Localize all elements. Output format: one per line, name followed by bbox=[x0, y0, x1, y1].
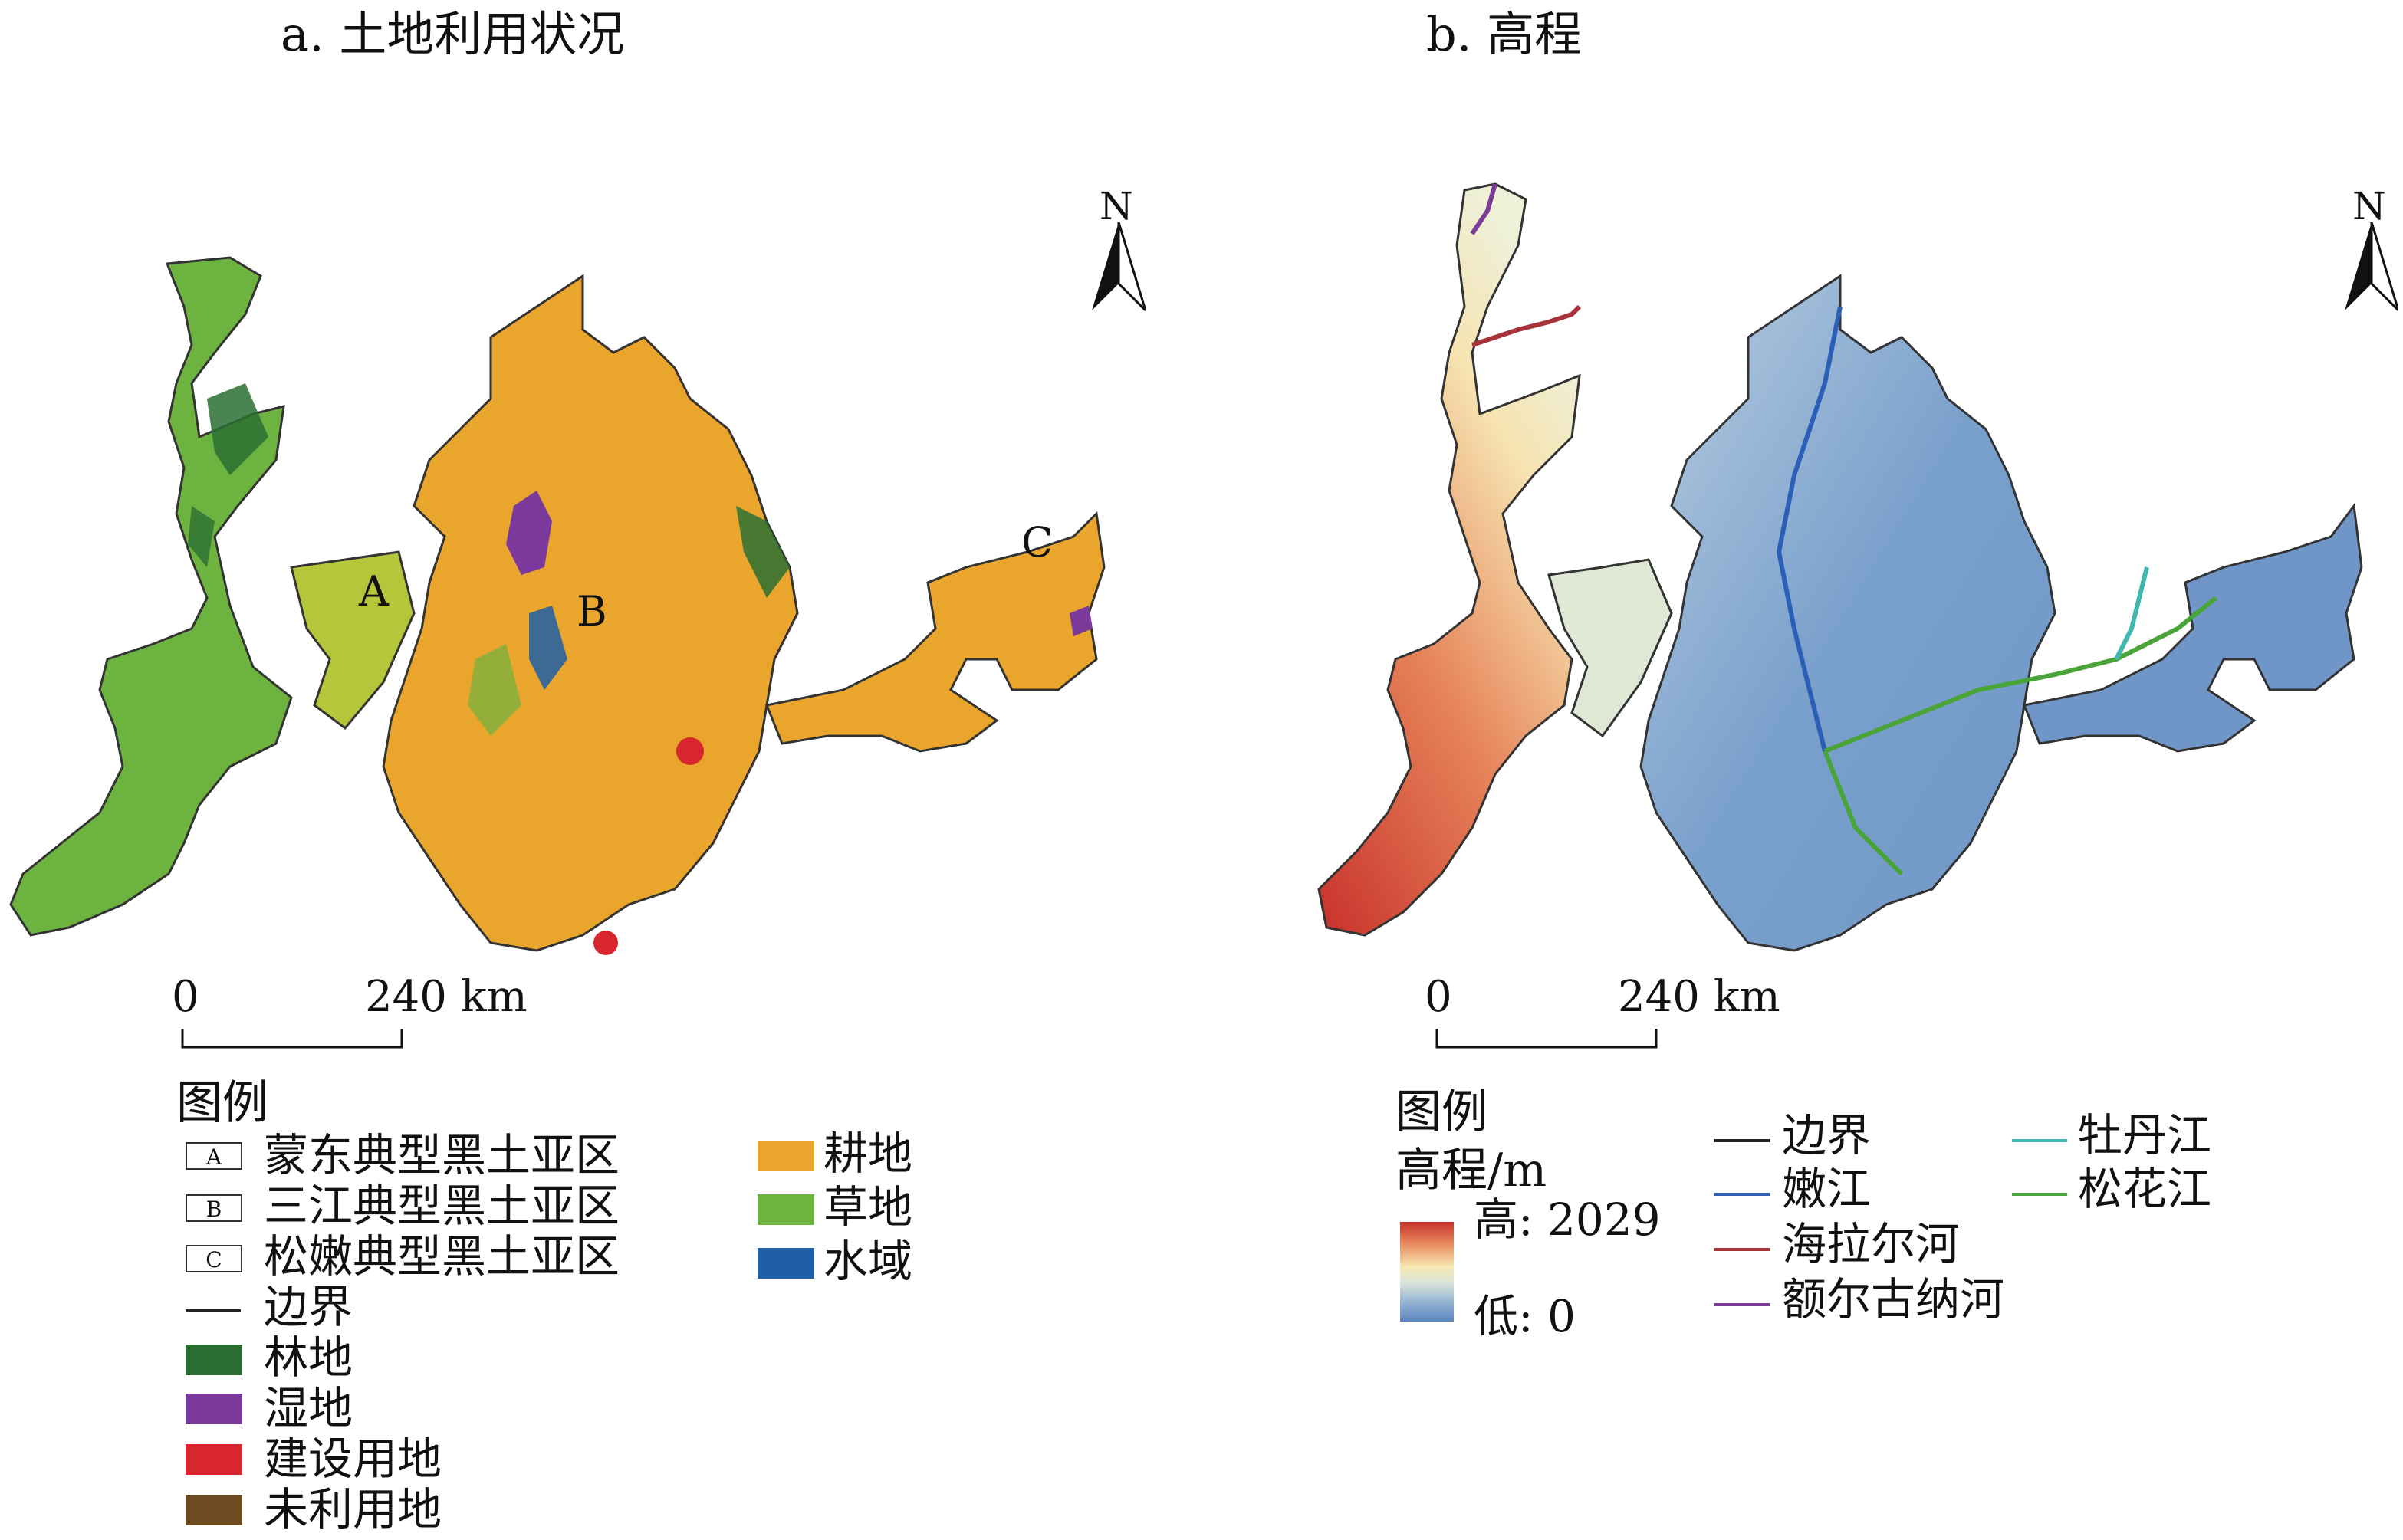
zone-a-region bbox=[290, 550, 416, 731]
water-patch bbox=[529, 606, 567, 690]
legend-zone-box-c: C bbox=[186, 1245, 242, 1272]
legend-boundary-label: 边界 bbox=[264, 1281, 353, 1333]
legend-elevation-high: 高: 2029 bbox=[1474, 1194, 1661, 1246]
urban-patch-2 bbox=[593, 931, 618, 955]
legend-zone-label-a: 蒙东典型黑土亚区 bbox=[264, 1129, 620, 1181]
wetland-patch bbox=[506, 491, 552, 575]
land-use-map bbox=[9, 256, 1106, 955]
legend-boundary-b-line bbox=[1714, 1139, 1770, 1142]
legend-forest-label: 林地 bbox=[264, 1331, 353, 1384]
river-nenjiang-line bbox=[1776, 306, 1843, 752]
legend-elevation-low: 低: 0 bbox=[1474, 1290, 1576, 1342]
legend-songhua-line bbox=[2012, 1193, 2067, 1196]
zone-label-c: C bbox=[1021, 518, 1054, 566]
legend-title-a: 图例 bbox=[176, 1076, 268, 1130]
legend-hailar-line bbox=[1714, 1248, 1770, 1251]
legend-grassland-swatch bbox=[758, 1194, 814, 1225]
north-label-a: N bbox=[1100, 184, 1133, 228]
legend-mudan-line bbox=[2012, 1139, 2067, 1142]
north-label-b: N bbox=[2352, 184, 2386, 228]
legend-elevation-subtitle: 高程/m bbox=[1395, 1144, 1547, 1197]
zone-label-b: B bbox=[577, 587, 607, 635]
west-forest-patches bbox=[207, 383, 268, 475]
urban-patch bbox=[676, 737, 704, 765]
scale-end-b: 240 km bbox=[1618, 972, 1780, 1022]
legend-zone-box-b: B bbox=[186, 1194, 242, 1222]
legend-mudan-label: 牡丹江 bbox=[2078, 1109, 2212, 1161]
legend-boundary-b-label: 边界 bbox=[1782, 1109, 1872, 1161]
elev-east-region bbox=[2022, 503, 2363, 753]
elevation-map bbox=[1317, 182, 2363, 952]
legend-water-label: 水域 bbox=[823, 1235, 913, 1287]
legend-grassland-label: 草地 bbox=[823, 1181, 913, 1233]
panel-b-title: b. 高程 bbox=[1426, 6, 1583, 62]
scale-start-a: 0 bbox=[172, 972, 199, 1022]
legend-forest-swatch bbox=[186, 1345, 242, 1375]
legend-zone-label-b: 三江典型黑土亚区 bbox=[264, 1180, 620, 1232]
legend-ergun-label: 额尔古纳河 bbox=[1782, 1273, 2005, 1325]
north-arrow-b-icon bbox=[2345, 222, 2398, 312]
legend-built-swatch bbox=[186, 1444, 242, 1475]
elev-central-region bbox=[1639, 274, 2056, 952]
legend-zone-box-a: A bbox=[186, 1142, 242, 1170]
panel-a-title: a. 土地利用状况 bbox=[281, 6, 625, 62]
scale-bar-a bbox=[181, 1029, 403, 1049]
elev-a-region bbox=[1547, 558, 1673, 738]
legend-unused-label: 未利用地 bbox=[264, 1483, 442, 1535]
legend-cropland-label: 耕地 bbox=[823, 1128, 913, 1180]
river-hailar-line bbox=[1471, 304, 1582, 347]
forest-edge bbox=[736, 506, 790, 598]
legend-zone-label-c: 松嫩典型黑土亚区 bbox=[264, 1230, 620, 1282]
legend-built-label: 建设用地 bbox=[264, 1433, 442, 1485]
legend-nenjiang-line bbox=[1714, 1193, 1770, 1196]
legend-nenjiang-label: 嫩江 bbox=[1782, 1163, 1872, 1215]
legend-wetland-label: 湿地 bbox=[264, 1382, 353, 1434]
scale-bar-b bbox=[1435, 1029, 1658, 1049]
legend-boundary-line bbox=[186, 1309, 241, 1312]
north-arrow-icon bbox=[1092, 222, 1146, 312]
scale-end-a: 240 km bbox=[365, 972, 528, 1022]
elevation-color-ramp bbox=[1400, 1222, 1454, 1322]
river-ergun-line bbox=[1470, 183, 1497, 235]
central-region bbox=[382, 274, 799, 952]
zone-label-a: A bbox=[359, 567, 389, 616]
zone-c-region bbox=[764, 511, 1106, 753]
legend-songhua-label: 松花江 bbox=[2078, 1163, 2212, 1215]
legend-wetland-swatch bbox=[186, 1394, 242, 1424]
scale-start-b: 0 bbox=[1425, 972, 1452, 1022]
legend-hailar-label: 海拉尔河 bbox=[1782, 1218, 1961, 1270]
grass-patch bbox=[468, 644, 521, 736]
river-mudan-line bbox=[2114, 566, 2149, 661]
legend-title-b: 图例 bbox=[1395, 1085, 1487, 1139]
west-region bbox=[9, 256, 293, 937]
legend-water-swatch bbox=[758, 1248, 814, 1279]
elev-west-region bbox=[1317, 182, 1581, 937]
river-songhua-line bbox=[1823, 596, 2217, 876]
legend-unused-swatch bbox=[186, 1495, 242, 1525]
legend-ergun-line bbox=[1714, 1303, 1770, 1306]
legend-cropland-swatch bbox=[758, 1141, 814, 1171]
